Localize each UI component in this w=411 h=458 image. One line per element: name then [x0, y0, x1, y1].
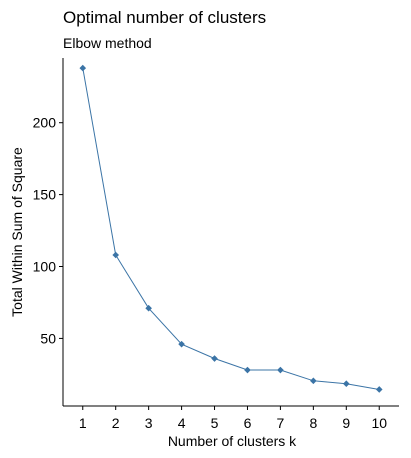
data-point-k7	[277, 366, 284, 374]
x-tick-label: 8	[309, 415, 317, 431]
series-layer	[79, 64, 383, 393]
x-tick-label: 3	[145, 415, 153, 431]
x-ticks: 1 2 3 4 5 6 7 8 9 10	[79, 406, 387, 431]
x-tick-label: 10	[371, 415, 387, 431]
x-tick-label: 6	[244, 415, 252, 431]
data-point-k4	[178, 340, 185, 348]
data-point-k10	[375, 386, 383, 393]
y-tick-label: 200	[33, 115, 57, 131]
data-point-k5	[211, 355, 218, 362]
data-point-k6	[244, 366, 251, 374]
x-tick-label: 2	[112, 415, 120, 431]
x-axis-title: Number of clusters k	[168, 433, 297, 449]
y-axis-title: Total Within Sum of Square	[9, 147, 25, 317]
data-point-k9	[342, 380, 350, 388]
y-tick-label: 50	[40, 330, 56, 346]
y-ticks: 50 100 150 200	[33, 115, 63, 346]
x-tick-label: 7	[277, 415, 285, 431]
data-point-k8	[310, 377, 317, 385]
x-tick-label: 1	[79, 415, 87, 431]
x-tick-label: 4	[178, 415, 186, 431]
data-point-k2	[112, 251, 120, 259]
x-tick-label: 5	[211, 415, 219, 431]
chart-subtitle: Elbow method	[63, 35, 152, 51]
data-point-k3	[145, 304, 152, 312]
series-line	[82, 68, 380, 390]
y-tick-label: 150	[33, 187, 57, 203]
y-tick-label: 100	[33, 259, 57, 275]
chart-title: Optimal number of clusters	[63, 8, 266, 27]
data-point-k1	[79, 64, 87, 72]
x-tick-label: 9	[342, 415, 350, 431]
axes	[62, 58, 399, 407]
